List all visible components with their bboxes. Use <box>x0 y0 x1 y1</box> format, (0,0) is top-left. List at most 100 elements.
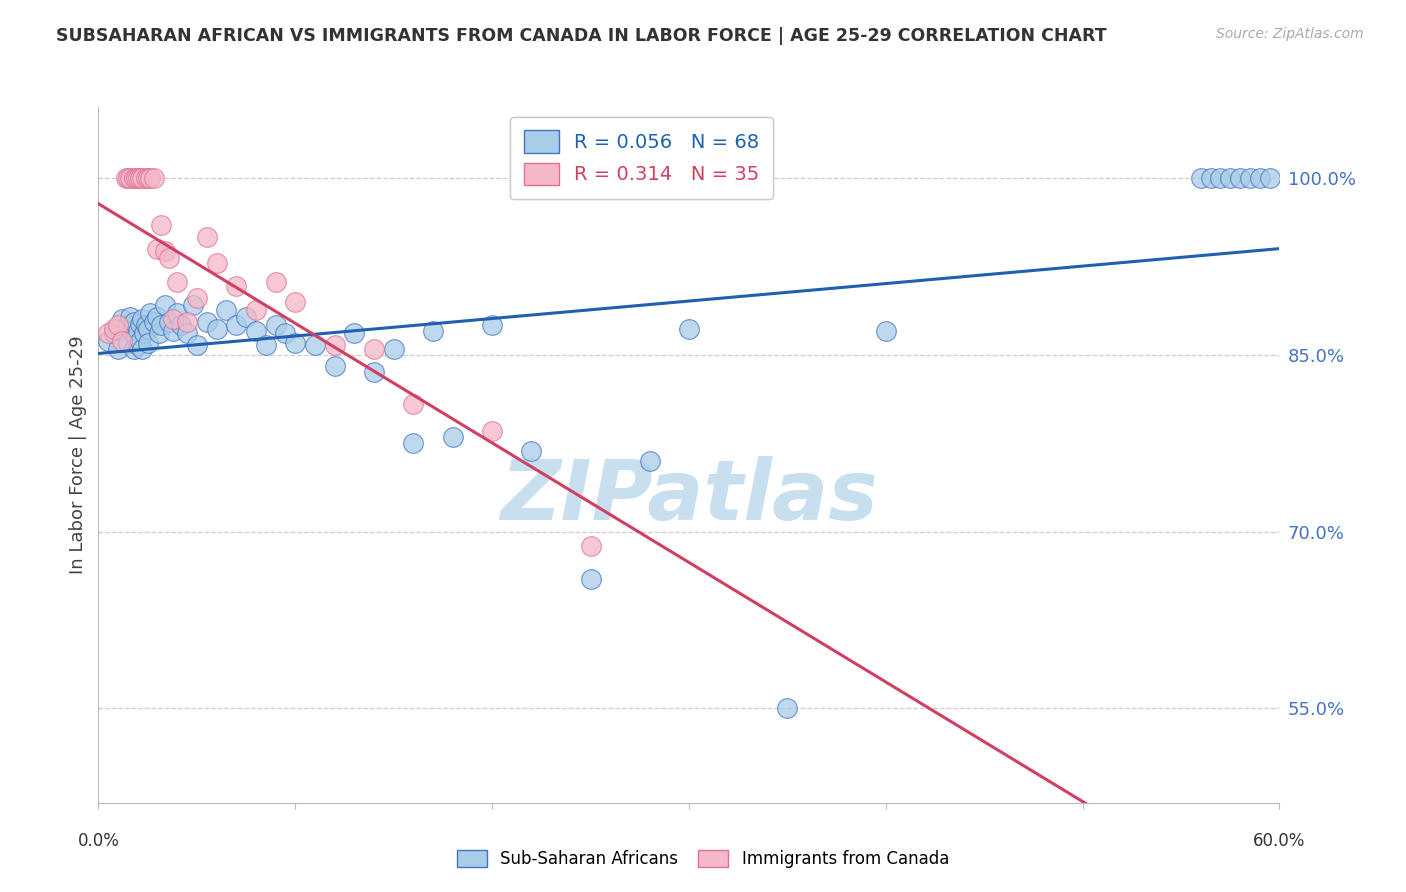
Point <box>520 444 543 458</box>
Text: SUBSAHARAN AFRICAN VS IMMIGRANTS FROM CANADA IN LABOR FORCE | AGE 25-29 CORRELAT: SUBSAHARAN AFRICAN VS IMMIGRANTS FROM CA… <box>56 27 1107 45</box>
Y-axis label: In Labor Force | Age 25-29: In Labor Force | Age 25-29 <box>69 335 87 574</box>
Point <box>146 310 169 324</box>
Point <box>363 342 385 356</box>
Point <box>481 318 503 333</box>
Point <box>274 326 297 341</box>
Point <box>579 539 602 553</box>
Text: Source: ZipAtlas.com: Source: ZipAtlas.com <box>1216 27 1364 41</box>
Point <box>225 279 247 293</box>
Text: 0.0%: 0.0% <box>77 832 120 850</box>
Point <box>215 302 238 317</box>
Point <box>142 170 165 185</box>
Point <box>776 701 799 715</box>
Point <box>135 170 157 185</box>
Point <box>638 454 661 468</box>
Point <box>115 170 138 185</box>
Point <box>166 306 188 320</box>
Point <box>195 229 218 244</box>
Point <box>136 322 159 336</box>
Point <box>235 310 257 324</box>
Point <box>128 334 150 348</box>
Point <box>118 310 141 324</box>
Point <box>225 318 247 333</box>
Point <box>186 291 208 305</box>
Point <box>122 342 145 356</box>
Point <box>150 318 173 333</box>
Point <box>181 298 204 312</box>
Point <box>128 170 150 185</box>
Point <box>422 324 444 338</box>
Point <box>157 315 180 329</box>
Point <box>1219 170 1241 185</box>
Point <box>245 302 267 317</box>
Point <box>155 298 177 312</box>
Point <box>1189 170 1212 185</box>
Point <box>195 315 218 329</box>
Point <box>136 170 159 185</box>
Point <box>97 326 120 341</box>
Text: 60.0%: 60.0% <box>1253 832 1306 850</box>
Point <box>117 170 139 185</box>
Point <box>304 338 326 352</box>
Text: ZIPatlas: ZIPatlas <box>501 456 877 537</box>
Legend: R = 0.056   N = 68, R = 0.314   N = 35: R = 0.056 N = 68, R = 0.314 N = 35 <box>510 117 773 199</box>
Point <box>166 275 188 289</box>
Point <box>148 326 170 341</box>
Point <box>186 338 208 352</box>
Point <box>131 312 153 326</box>
Point <box>111 312 134 326</box>
Point <box>205 322 228 336</box>
Point <box>138 170 160 185</box>
Point <box>284 335 307 350</box>
Point <box>127 170 149 185</box>
Point <box>146 242 169 256</box>
Point <box>323 359 346 374</box>
Point <box>245 324 267 338</box>
Point <box>127 338 149 352</box>
Point <box>122 315 145 329</box>
Point <box>150 218 173 232</box>
Point <box>131 342 153 356</box>
Point <box>118 170 141 185</box>
Point <box>363 365 385 379</box>
Point <box>875 324 897 338</box>
Point <box>107 342 129 356</box>
Point <box>107 318 129 333</box>
Point <box>135 318 157 333</box>
Point <box>1199 170 1222 185</box>
Point <box>132 326 155 341</box>
Point <box>1239 170 1261 185</box>
Point <box>127 324 149 338</box>
Point <box>323 338 346 352</box>
Point <box>125 170 148 185</box>
Point <box>162 324 184 338</box>
Point <box>176 315 198 329</box>
Legend: Sub-Saharan Africans, Immigrants from Canada: Sub-Saharan Africans, Immigrants from Ca… <box>450 843 956 875</box>
Point <box>162 312 184 326</box>
Point <box>103 322 125 336</box>
Point <box>254 338 277 352</box>
Point <box>176 326 198 341</box>
Point <box>121 324 143 338</box>
Point <box>1249 170 1271 185</box>
Point <box>264 275 287 289</box>
Point <box>117 335 139 350</box>
Point <box>382 342 405 356</box>
Point <box>1229 170 1251 185</box>
Point <box>111 334 134 348</box>
Point <box>678 322 700 336</box>
Point <box>343 326 366 341</box>
Point <box>136 335 159 350</box>
Point <box>264 318 287 333</box>
Point <box>157 251 180 265</box>
Point <box>170 318 193 333</box>
Point <box>138 306 160 320</box>
Point <box>107 322 129 336</box>
Point <box>205 256 228 270</box>
Point <box>97 334 120 348</box>
Point <box>117 318 139 333</box>
Point <box>125 330 148 344</box>
Point <box>579 572 602 586</box>
Point <box>1258 170 1281 185</box>
Point <box>122 170 145 185</box>
